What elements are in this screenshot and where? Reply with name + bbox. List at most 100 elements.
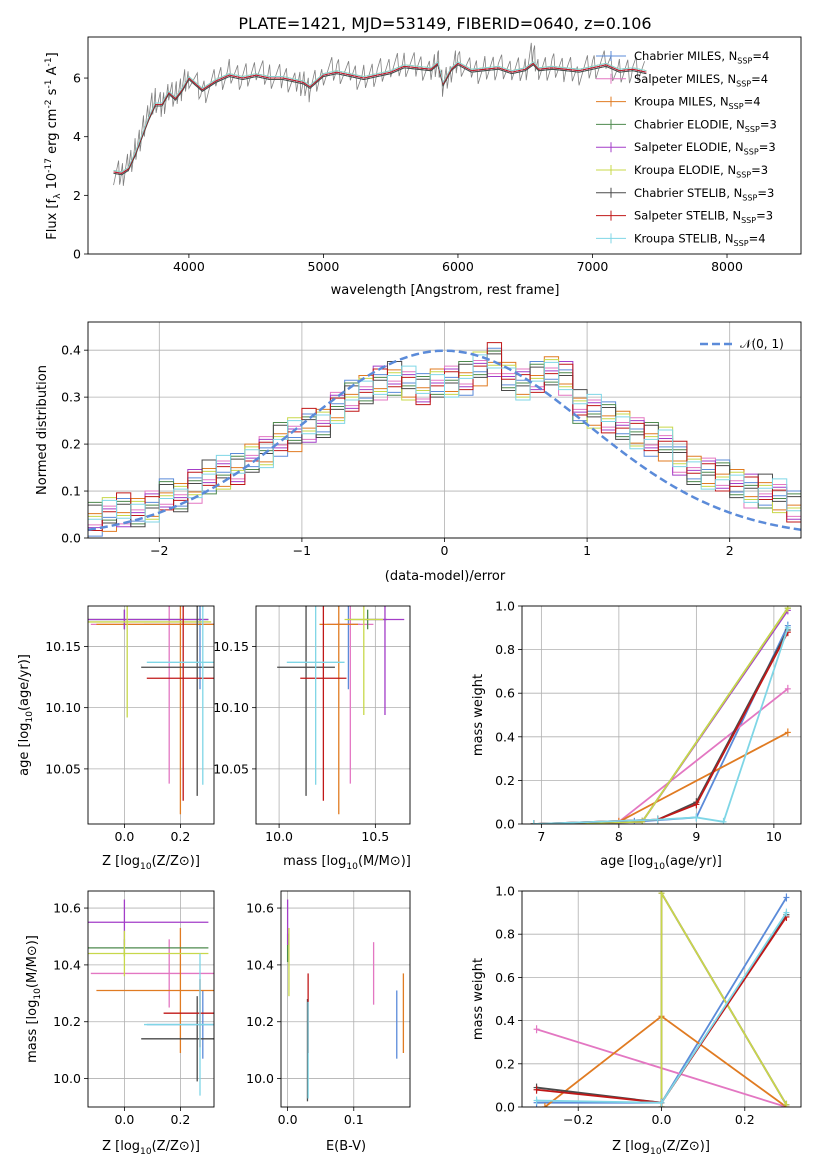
label-part: Chabrier STELIB, N bbox=[634, 186, 742, 200]
x-tick-label: 8 bbox=[615, 829, 623, 844]
x-tick-label: 0.2 bbox=[170, 1112, 190, 1127]
label-part: log bbox=[17, 723, 32, 743]
x-tick-label: 0.0 bbox=[652, 1112, 672, 1127]
y-tick-label: 0.0 bbox=[495, 1100, 515, 1115]
label-part: Salpeter MILES, N bbox=[634, 72, 736, 86]
label-part: -2 bbox=[44, 99, 54, 108]
y-tick-label: 4 bbox=[73, 129, 81, 144]
mass-vs-z-axes: 0.0 0.210.010.210.410.6Z [log10(Z/Z⊙)]mas… bbox=[25, 890, 215, 1157]
y-tick-label: 10.15 bbox=[45, 639, 81, 654]
label-part: mass [ bbox=[283, 854, 326, 869]
y-axis-label: mass [log10(M/M⊙)] bbox=[25, 935, 43, 1063]
label-part: SSP bbox=[729, 102, 744, 111]
y-tick-label: 1.0 bbox=[495, 884, 515, 899]
x-axis-label: Z [log10(Z/Z⊙)] bbox=[102, 1139, 200, 1157]
label-part: 10 bbox=[650, 1147, 662, 1157]
label-part: age [ bbox=[600, 854, 633, 869]
y-tick-label: 0.6 bbox=[495, 686, 515, 701]
y-tick-label: 2 bbox=[73, 188, 81, 203]
label-part: Flux [f bbox=[45, 199, 60, 240]
axes-frame bbox=[280, 890, 411, 1108]
label-part: E(B-V) bbox=[326, 1139, 366, 1154]
weight-vs-z-axes: −0.2 0.0 0.2 0.0 0.2 0.4 0.6 0.8 1.0 Z [log10(Z/Z… bbox=[471, 884, 802, 1157]
legend-label: Salpeter STELIB, NSSP=3 bbox=[634, 209, 773, 225]
label-part: 10 bbox=[653, 862, 665, 872]
legend-label: Kroupa ELODIE, NSSP=3 bbox=[634, 163, 768, 179]
x-tick-label: −0.2 bbox=[563, 1112, 593, 1127]
y-tick-label: 0.4 bbox=[495, 729, 515, 744]
label-part: 10 bbox=[140, 1147, 152, 1157]
label-part: Kroupa MILES, N bbox=[634, 95, 729, 109]
y-tick-label: 0.2 bbox=[495, 773, 515, 788]
axes-frame bbox=[87, 605, 215, 825]
label-part: s bbox=[45, 88, 60, 99]
x-tick-label: 1 bbox=[583, 543, 591, 558]
y-axis-label: age [log10(age/yr)] bbox=[17, 654, 35, 776]
label-part: log bbox=[25, 1000, 40, 1020]
legend-label: Chabrier STELIB, NSSP=3 bbox=[634, 186, 774, 202]
axes-frame bbox=[87, 321, 802, 539]
x-tick-label: 5000 bbox=[308, 259, 340, 274]
hist-step-kroupa-miles bbox=[88, 356, 801, 532]
label-part: =4 bbox=[749, 231, 766, 245]
y-axis-label: Flux [fλ 10-17 erg cm-2 s-1 A-1] bbox=[44, 52, 63, 239]
label-part: log bbox=[630, 1139, 650, 1154]
plot-area bbox=[88, 606, 214, 815]
label-part: -1 bbox=[44, 57, 54, 66]
label-part: wavelength [Angstrom, rest frame] bbox=[331, 283, 560, 298]
y-tick-label: 10.10 bbox=[45, 700, 81, 715]
figure-title: PLATE=1421, MJD=53149, FIBERID=0640, z=0… bbox=[238, 14, 651, 33]
x-tick-label: 4000 bbox=[173, 259, 205, 274]
x-axis-label: wavelength [Angstrom, rest frame] bbox=[331, 283, 560, 298]
y-tick-label: 1.0 bbox=[495, 599, 515, 614]
y-tick-label: 0.3 bbox=[61, 390, 81, 405]
hist-step-kroupa-stelib bbox=[88, 354, 801, 523]
y-tick-label: 6 bbox=[73, 71, 81, 86]
legend-label: Kroupa STELIB, NSSP=4 bbox=[634, 231, 766, 247]
legend-label: Chabrier ELODIE, NSSP=3 bbox=[634, 117, 777, 133]
y-tick-label: 10.6 bbox=[53, 901, 81, 916]
label-part: A bbox=[45, 66, 60, 79]
x-tick-label: 6000 bbox=[442, 259, 474, 274]
y-tick-label: 0.0 bbox=[495, 817, 515, 832]
plot-area bbox=[533, 891, 790, 1107]
x-axis-label: E(B-V) bbox=[326, 1139, 366, 1154]
label-part: age [ bbox=[17, 742, 32, 775]
label-part: =4 bbox=[751, 72, 768, 86]
x-tick-label: 0.0 bbox=[114, 829, 134, 844]
label-part: λ bbox=[53, 193, 63, 199]
mass-vs-ebv-axes: 0.0 0.1 10.0 10.2 10.4 10.6 E(B-V) bbox=[246, 890, 411, 1154]
model-line-chabrier-stelib bbox=[113, 64, 647, 176]
x-tick-label: 10.5 bbox=[361, 829, 389, 844]
y-tick-label: 10.0 bbox=[53, 1071, 81, 1086]
label-part: log bbox=[120, 854, 140, 869]
label-part: =3 bbox=[757, 186, 774, 200]
x-axis-label: Z [log10(Z/Z⊙)] bbox=[102, 854, 200, 872]
y-tick-label: 0 bbox=[73, 247, 81, 262]
y-axis-label: Normed distribution bbox=[35, 365, 50, 495]
y-tick-label: 10.0 bbox=[246, 1071, 274, 1086]
label-part: Z [ bbox=[102, 854, 120, 869]
label-part: SSP bbox=[744, 148, 759, 157]
legend-label: Chabrier MILES, NSSP=4 bbox=[634, 49, 769, 65]
label-part: =3 bbox=[760, 117, 777, 131]
label-part: SSP bbox=[745, 125, 760, 134]
label-part: -17 bbox=[44, 158, 54, 173]
residual-axes: −2 −1 0 1 2 0.0 0.1 0.2 0.3 0.4 (data-model)/error… bbox=[35, 321, 802, 584]
gaussian-curve bbox=[88, 349, 801, 532]
axes-frame bbox=[521, 890, 802, 1108]
model-line-salpeter-stelib bbox=[113, 62, 647, 174]
legend-label: Salpeter ELODIE, NSSP=3 bbox=[634, 140, 776, 156]
label-part: 10 bbox=[346, 862, 358, 872]
label-part: (age/yr)] bbox=[665, 854, 722, 869]
x-axis-label: mass [log10(M/M⊙)] bbox=[283, 854, 411, 872]
y-tick-label: 0.8 bbox=[495, 927, 515, 942]
y-tick-label: 0.6 bbox=[495, 970, 515, 985]
plot-area bbox=[113, 42, 647, 186]
y-tick-label: 10.2 bbox=[53, 1014, 81, 1029]
axes-frame bbox=[521, 605, 802, 825]
plot-area bbox=[88, 899, 214, 1096]
label-part: =4 bbox=[752, 49, 769, 63]
